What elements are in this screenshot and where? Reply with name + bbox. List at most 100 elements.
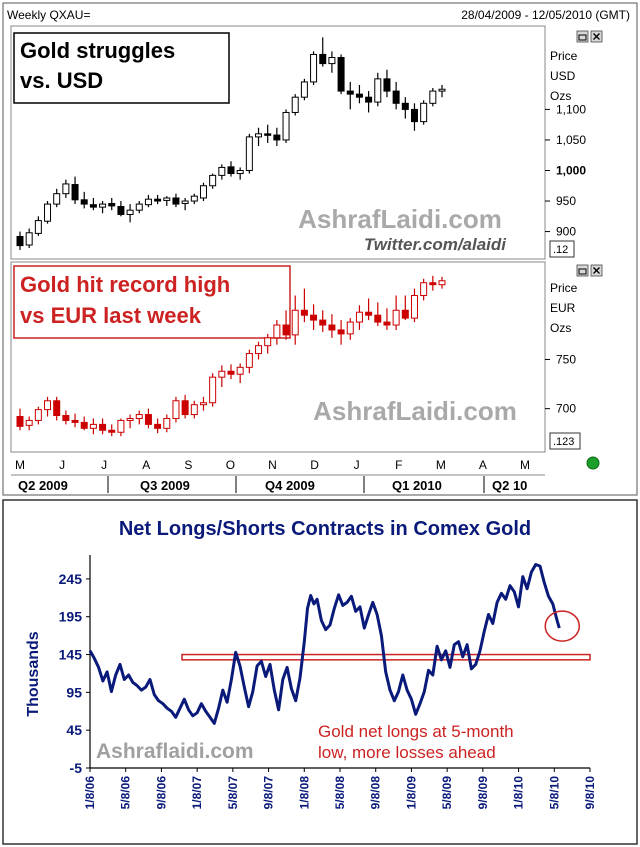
eur-y-axis: 700 750 (545, 352, 576, 416)
candle-body (365, 311, 373, 316)
candle-body (401, 102, 409, 110)
month-tick-label: J (354, 458, 360, 472)
usd-close-icon[interactable] (590, 30, 603, 43)
candle-body (245, 136, 253, 171)
quarter-label: Q4 2009 (265, 478, 315, 493)
y-tick-label: 700 (556, 402, 576, 416)
eur-restore-icon[interactable] (576, 264, 589, 277)
month-tick-label: J (59, 458, 65, 472)
eur-close-icon[interactable] (590, 264, 603, 277)
candle-body (273, 134, 281, 141)
candle-body (117, 419, 125, 433)
candle-body (199, 402, 207, 406)
usd-scale-value: .12 (553, 244, 568, 256)
candle-body (62, 183, 70, 195)
net-y-tick-label: 45 (66, 722, 82, 738)
eur-title-line-1: Gold hit record high (20, 272, 230, 297)
net-x-tick-label: 5/8/10 (547, 776, 561, 810)
candle-body (126, 209, 134, 215)
y-tick-label: 1,100 (556, 102, 586, 116)
candle-body (365, 96, 373, 103)
candle-body (282, 324, 290, 336)
month-tick-label: F (395, 458, 402, 472)
candle-body (80, 199, 88, 205)
usd-scale-box (549, 240, 575, 258)
candle-body (328, 324, 336, 331)
eur-watermark: AshrafLaidi.com (313, 396, 517, 426)
candle-body (438, 280, 446, 286)
candle-body (16, 235, 24, 247)
candle-body (300, 81, 308, 98)
candle-body (438, 88, 446, 92)
candle-body (71, 419, 79, 423)
eur-scale-box (549, 432, 581, 450)
chart-date-range: 28/04/2009 - 12/05/2010 (GMT) (461, 8, 630, 22)
candle-body (346, 321, 354, 335)
usd-panel: Gold struggles vs. USD AshrafLaidi.com T… (10, 25, 603, 260)
net-y-tick-label: -5 (70, 760, 83, 776)
candle-body (62, 415, 70, 421)
net-x-tick-label: 9/8/06 (154, 776, 168, 810)
candle-body (209, 376, 217, 404)
net-x-tick-label: 5/8/09 (440, 776, 454, 810)
month-tick-label: M (15, 458, 25, 472)
usd-watermark: AshrafLaidi.com (298, 204, 502, 234)
candle-body (154, 423, 162, 429)
usd-axis-label-2: USD (550, 69, 576, 83)
net-x-tick-label: 9/8/08 (369, 776, 383, 810)
usd-watermark-twitter: Twitter.com/alaidi (364, 235, 507, 254)
candle-body (218, 166, 226, 176)
y-tick-label: 900 (556, 225, 576, 239)
candle-body (300, 309, 308, 316)
candle-body (172, 197, 180, 205)
net-annotation-line: low, more losses ahead (318, 743, 496, 762)
net-y-axis-label: Thousands (25, 631, 42, 716)
candle-body (273, 324, 281, 339)
candle-body (328, 56, 336, 65)
candle-body (53, 400, 61, 417)
y-tick-label: 950 (556, 194, 576, 208)
eur-candles (16, 275, 446, 437)
net-y-tick-label: 145 (59, 647, 83, 663)
quarter-label: Q1 2010 (392, 478, 442, 493)
net-x-tick-label: 1/8/08 (297, 776, 311, 810)
candle-body (392, 90, 400, 104)
candle-body (53, 193, 61, 205)
time-axis: M J J A S O N D J F M A M Q2 2009 Q3 2009 Q4 2009 Q1 201… (11, 451, 545, 493)
net-y-tick-label: 195 (59, 609, 83, 625)
candle-body (181, 200, 189, 204)
candle-body (291, 96, 299, 113)
candle-body (34, 220, 42, 234)
candle-body (144, 198, 152, 206)
candle-body (337, 56, 345, 92)
candle-body (89, 423, 97, 429)
usd-candles (16, 37, 446, 250)
month-tick-label: J (101, 458, 107, 472)
candle-body (108, 202, 116, 207)
eur-panel: Gold hit record high vs EUR last week As… (10, 261, 603, 453)
candle-body (401, 309, 409, 319)
candle-body (410, 295, 418, 319)
candle-body (89, 204, 97, 208)
candle-body (346, 90, 354, 95)
candle-body (209, 174, 217, 187)
net-x-tick-label: 9/8/07 (262, 776, 276, 810)
candle-body (80, 421, 88, 429)
candle-body (163, 417, 171, 429)
candle-body (227, 166, 235, 175)
net-position-chart (2, 499, 638, 845)
net-x-tick-label: 1/8/10 (512, 776, 526, 810)
candle-body (218, 370, 226, 378)
usd-restore-icon[interactable] (576, 30, 589, 43)
candle-body (135, 414, 143, 419)
net-x-tick-label: 5/8/07 (226, 776, 240, 810)
eur-axis-label-2: EUR (550, 301, 576, 315)
candle-body (25, 232, 33, 246)
month-tick-label: A (142, 458, 150, 472)
candle-body (34, 409, 42, 421)
month-tick-label: N (268, 458, 277, 472)
candle-body (227, 370, 235, 375)
candle-body (255, 345, 263, 355)
candle-body (99, 423, 107, 431)
